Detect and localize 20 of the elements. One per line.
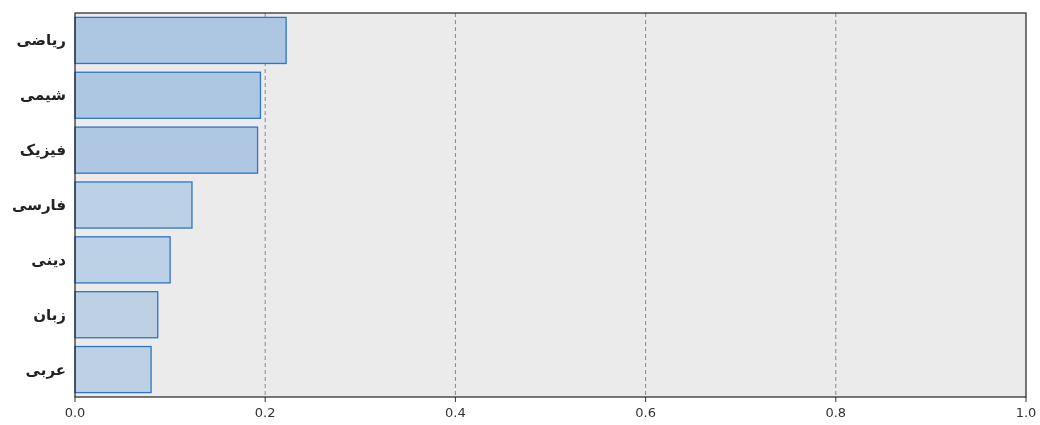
bar	[74, 16, 287, 65]
y-tick-label: زبان	[33, 305, 66, 324]
x-tick-label: 0.4	[445, 405, 466, 420]
bar	[74, 181, 193, 229]
bar	[74, 71, 262, 119]
x-tick-label: 0.0	[64, 405, 86, 420]
y-tick-label: ریاضی	[16, 31, 66, 50]
y-tick-label: فیزیک	[19, 141, 66, 160]
bar	[74, 126, 259, 174]
y-tick-label: فارسی	[11, 196, 66, 214]
x-tick-label: 0.2	[254, 405, 276, 420]
x-tick-label: 0.6	[635, 405, 656, 420]
bar	[74, 291, 159, 339]
y-tick-label: شیمی	[19, 86, 66, 105]
bar	[74, 345, 152, 394]
x-tick-label: 1.0	[1015, 405, 1037, 420]
y-tick-label: عربی	[25, 360, 66, 379]
x-tick-label: 0.8	[825, 405, 847, 420]
y-tick-label: دینی	[31, 250, 67, 269]
bar	[74, 236, 171, 284]
